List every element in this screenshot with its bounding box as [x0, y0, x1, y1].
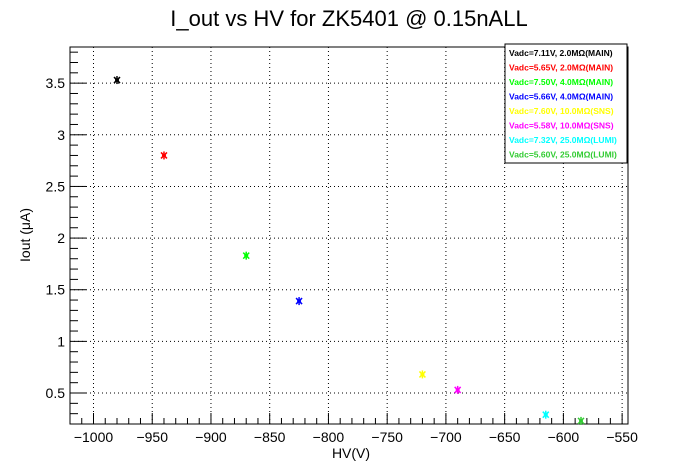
y-tick-label: 0.5 — [46, 385, 66, 401]
data-point — [295, 297, 303, 306]
data-point — [418, 370, 426, 379]
x-tick-label: −800 — [313, 429, 345, 445]
x-tick-label: −600 — [548, 429, 580, 445]
data-point — [542, 410, 550, 419]
x-tick-label: −650 — [489, 429, 521, 445]
axis-ticks — [69, 51, 623, 425]
legend-entry: Vadc=5.60V, 25.0MΩ(LUMI) — [509, 150, 617, 160]
data-point — [242, 251, 250, 260]
y-axis-label: Iout (μA) — [17, 208, 33, 262]
chart-title: I_out vs HV for ZK5401 @ 0.15nALL — [170, 6, 527, 31]
legend-entry: Vadc=7.60V, 10.0MΩ(SNS) — [509, 106, 614, 116]
y-tick-label: 2.5 — [46, 178, 66, 194]
grid — [70, 47, 628, 424]
x-tick-label: −850 — [254, 429, 286, 445]
x-tick-label: −700 — [430, 429, 462, 445]
y-tick-label: 3.5 — [46, 75, 66, 91]
legend-box — [504, 43, 628, 164]
x-tick-label: −750 — [371, 429, 403, 445]
y-tick-label: 1.5 — [46, 282, 66, 298]
legend-entry: Vadc=7.50V, 4.0MΩ(MAIN) — [509, 77, 613, 87]
legend-entry: Vadc=7.11V, 2.0MΩ(MAIN) — [509, 48, 613, 58]
y-tick-label: 3 — [57, 127, 65, 143]
data-point — [160, 151, 168, 160]
legend-entry: Vadc=7.32V, 25.0MΩ(LUMI) — [509, 135, 617, 145]
data-point — [454, 385, 462, 394]
x-tick-label: −1000 — [74, 429, 114, 445]
legend: Vadc=7.11V, 2.0MΩ(MAIN) Vadc=5.65V, 2.0MΩ… — [504, 43, 628, 164]
data-point — [577, 416, 585, 425]
x-tick-label: −900 — [195, 429, 227, 445]
legend-entry: Vadc=5.58V, 10.0MΩ(SNS) — [509, 121, 614, 131]
legend-entry: Vadc=5.65V, 2.0MΩ(MAIN) — [509, 63, 613, 73]
y-tick-label: 2 — [57, 230, 65, 246]
data-point — [113, 76, 121, 85]
data-points — [113, 76, 585, 425]
y-tick-label: 1 — [57, 333, 65, 349]
x-tick-label: −950 — [136, 429, 168, 445]
x-tick-label: −550 — [606, 429, 638, 445]
x-axis-label: HV(V) — [332, 445, 370, 461]
legend-entry: Vadc=5.66V, 4.0MΩ(MAIN) — [509, 92, 613, 102]
tick-labels: −1000 −950 −900 −850 −800 −750 −700 −650 −600 −55… — [46, 75, 639, 445]
